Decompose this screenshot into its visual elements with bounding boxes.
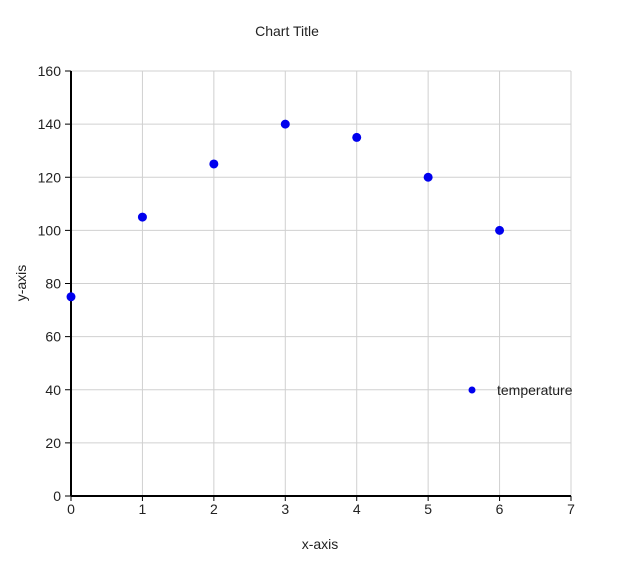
y-tick-label: 80 xyxy=(45,276,61,292)
y-tick-label: 100 xyxy=(38,222,62,238)
x-tick-label: 5 xyxy=(424,501,432,517)
legend: temperature xyxy=(468,382,573,398)
axes xyxy=(65,70,572,501)
x-tick-label: 0 xyxy=(67,501,75,517)
data-point xyxy=(352,132,362,142)
data-point xyxy=(137,212,147,222)
x-tick-labels: 0 1 2 3 4 5 6 7 xyxy=(67,501,575,517)
y-tick-label: 120 xyxy=(38,169,62,185)
gridlines xyxy=(71,70,572,496)
x-tick-label: 7 xyxy=(567,501,575,517)
y-tick-label: 160 xyxy=(38,63,62,79)
chart-title: Chart Title xyxy=(255,23,319,39)
x-tick-label: 6 xyxy=(496,501,504,517)
y-tick-label: 0 xyxy=(53,488,61,504)
x-axis-title: x-axis xyxy=(302,536,339,552)
data-point xyxy=(423,172,433,182)
y-tick-labels: 0 20 40 60 80 100 120 140 160 xyxy=(38,63,62,504)
data-point xyxy=(66,292,76,302)
y-axis-title: y-axis xyxy=(13,265,29,302)
y-tick-label: 40 xyxy=(45,382,61,398)
data-point xyxy=(495,225,505,235)
y-tick-label: 20 xyxy=(45,435,61,451)
legend-marker xyxy=(468,386,476,394)
y-tick-label: 140 xyxy=(38,116,62,132)
data-points xyxy=(66,119,505,302)
y-tick-label: 60 xyxy=(45,329,61,345)
x-tick-label: 2 xyxy=(210,501,218,517)
data-point xyxy=(209,159,219,169)
x-tick-label: 4 xyxy=(353,501,361,517)
x-tick-label: 3 xyxy=(281,501,289,517)
x-tick-label: 1 xyxy=(139,501,147,517)
data-point xyxy=(280,119,290,129)
legend-label: temperature xyxy=(497,382,573,398)
